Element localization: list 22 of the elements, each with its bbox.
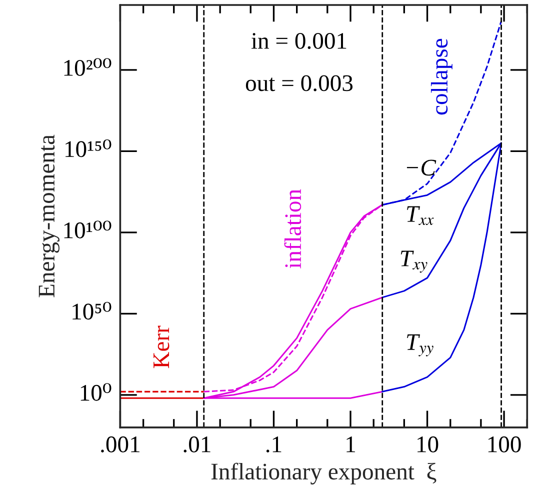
x-tick-label: .001	[101, 436, 140, 452]
y-tick-label: 10⁰	[80, 383, 112, 401]
x-axis-title: Inflationary exponent ξ	[211, 462, 436, 484]
annotation: −C	[406, 160, 436, 176]
annotation: in = 0.001	[251, 32, 346, 50]
x-tick-label: 1	[346, 436, 355, 452]
annotation: inflation	[284, 189, 302, 268]
annotation: collapse	[430, 38, 452, 115]
annotation: T$_{xx}$	[407, 206, 434, 226]
annotation: T$_{xy}$	[400, 250, 428, 273]
y-tick-label: 10¹⁰⁰	[64, 220, 112, 238]
y-tick-label: 10⁵⁰	[72, 302, 112, 320]
x-tick-label: .01	[184, 436, 210, 452]
x-tick-label: 100	[488, 436, 521, 452]
y-axis-title: Energy-momenta	[38, 134, 60, 298]
y-tick-label: 10²⁰⁰	[64, 58, 112, 76]
x-tick-label: 10	[418, 436, 438, 452]
annotation: Kerr	[154, 326, 170, 368]
annotation: T$_{yy}$	[407, 334, 434, 356]
annotation: out = 0.003	[246, 75, 353, 92]
x-tick-label: .1	[266, 436, 282, 452]
y-tick-label: 10¹⁵⁰	[66, 139, 112, 158]
